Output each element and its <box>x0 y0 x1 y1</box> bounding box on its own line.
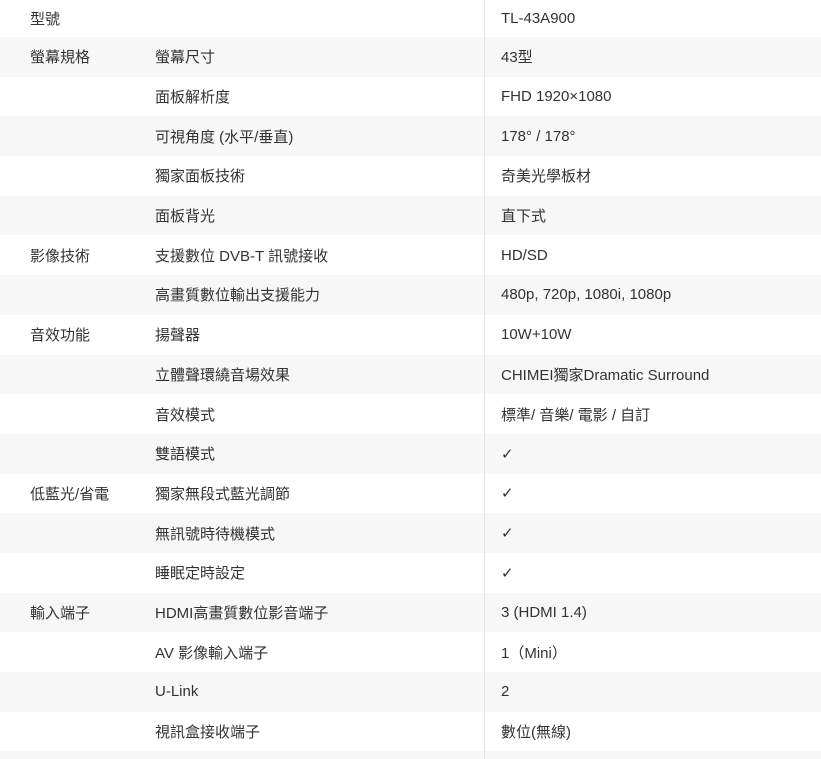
spec-value-cell: 數位(無線) <box>484 711 821 752</box>
table-row: 螢幕規格 螢幕尺寸 43型 <box>0 37 821 77</box>
spec-value-cell: 直下式 <box>484 195 821 236</box>
table-row: 型號 TL-43A900 <box>0 0 821 37</box>
table-row: 雙語模式 ✓ <box>0 433 821 474</box>
spec-value-cell: 480p, 720p, 1080i, 1080p <box>484 275 821 315</box>
category-cell <box>0 672 155 712</box>
spec-label-cell: 睡眠定時設定 <box>155 565 246 583</box>
category-cell: 音效功能 <box>30 327 91 345</box>
category-cell <box>0 275 155 315</box>
table-row: 面板背光 直下式 <box>0 195 821 236</box>
spec-value-cell: TL-43A900 <box>484 0 821 37</box>
table-row: 低藍光/省電 獨家無段式藍光調節 ✓ <box>0 473 821 514</box>
spec-label-cell <box>155 0 484 37</box>
category-cell <box>0 712 155 752</box>
spec-label-cell: 揚聲器 <box>155 327 201 345</box>
spec-label-cell: 立體聲環繞音場效果 <box>155 366 291 384</box>
spec-label-cell: 雙語模式 <box>155 446 216 464</box>
table-row: 音效模式 標準/ 音樂/ 電影 / 自訂 <box>0 394 821 434</box>
spec-value-cell: CHIMEI獨家Dramatic Surround <box>484 354 821 395</box>
category-cell <box>0 77 155 117</box>
spec-label-cell: 無訊號時待機模式 <box>155 525 276 543</box>
spec-label-cell: 視訊盒接收端子 <box>155 724 261 742</box>
category-cell <box>0 156 155 196</box>
category-cell <box>0 394 155 434</box>
spec-label-cell: U-Link <box>155 683 199 701</box>
category-cell <box>0 196 155 236</box>
spec-value-cell: 3 (HDMI 1.4) <box>484 592 821 633</box>
table-row: AV 影像輸入端子 1（Mini） <box>0 632 821 672</box>
spec-value-cell: 10W+10W <box>484 314 821 355</box>
spec-value-cell: 1（Mini） <box>484 632 821 672</box>
spec-label-cell: AV 影像輸入端子 <box>155 644 269 662</box>
category-cell <box>0 553 155 593</box>
table-row: 高畫質數位輸出支援能力 480p, 720p, 1080i, 1080p <box>0 275 821 315</box>
spec-value-cell: FHD 1920×1080 <box>484 76 821 117</box>
spec-label-cell: 螢幕尺寸 <box>155 49 216 67</box>
spec-value-cell: ✓ <box>484 433 821 474</box>
spec-value-cell: ✓ <box>484 552 821 593</box>
spec-value-cell: 標準/ 音樂/ 電影 / 自訂 <box>484 394 821 434</box>
table-row: 視訊盒接收端子 數位(無線) <box>0 711 821 752</box>
spec-label-cell: 高畫質數位輸出支援能力 <box>155 287 321 305</box>
category-cell: 螢幕規格 <box>30 49 91 67</box>
table-row: 睡眠定時設定 ✓ <box>0 552 821 593</box>
spec-value-cell: 178° / 178° <box>484 116 821 157</box>
spec-value-cell: ✓ <box>484 513 821 553</box>
spec-label-cell: 面板背光 <box>155 208 216 226</box>
table-row: U-Link 2 <box>0 672 821 712</box>
category-cell: 影像技術 <box>30 247 91 265</box>
spec-label-cell: 面板解析度 <box>155 89 231 107</box>
category-cell <box>0 632 155 672</box>
table-row: 輸入端子 HDMI高畫質數位影音端子 3 (HDMI 1.4) <box>0 592 821 633</box>
table-row: 面板解析度 FHD 1920×1080 <box>0 76 821 117</box>
spec-label-cell: 支援數位 DVB-T 訊號接收 <box>155 247 329 265</box>
spec-value-cell: 43型 <box>484 37 821 77</box>
category-cell: 型號 <box>30 11 61 28</box>
spec-label-cell: HDMI高畫質數位影音端子 <box>155 604 329 622</box>
table-row: 影像技術 支援數位 DVB-T 訊號接收 HD/SD <box>0 235 821 276</box>
table-row: 立體聲環繞音場效果 CHIMEI獨家Dramatic Surround <box>0 354 821 395</box>
table-row: 音效功能 揚聲器 10W+10W <box>0 314 821 355</box>
spec-value-cell <box>484 751 821 759</box>
category-cell: 輸入端子 <box>30 604 91 622</box>
category-cell <box>0 751 155 759</box>
table-row: 可視角度 (水平/垂直) 178° / 178° <box>0 116 821 157</box>
spec-label-cell: 獨家無段式藍光調節 <box>155 485 291 503</box>
next-row-partial <box>0 751 821 759</box>
spec-label-cell: 獨家面板技術 <box>155 168 246 186</box>
spec-value-cell: ✓ <box>484 473 821 514</box>
table-row: 獨家面板技術 奇美光學板材 <box>0 156 821 196</box>
category-cell <box>0 434 155 474</box>
spec-value-cell: HD/SD <box>484 235 821 276</box>
table-row: 無訊號時待機模式 ✓ <box>0 513 821 553</box>
category-cell <box>0 116 155 156</box>
spec-label-cell: 可視角度 (水平/垂直) <box>155 128 294 146</box>
spec-label-cell: 音效模式 <box>155 406 216 424</box>
spec-label-cell <box>155 751 484 759</box>
category-cell: 低藍光/省電 <box>30 485 110 503</box>
category-cell <box>0 355 155 395</box>
category-cell <box>0 513 155 553</box>
spec-value-cell: 2 <box>484 672 821 712</box>
spec-value-cell: 奇美光學板材 <box>484 156 821 196</box>
